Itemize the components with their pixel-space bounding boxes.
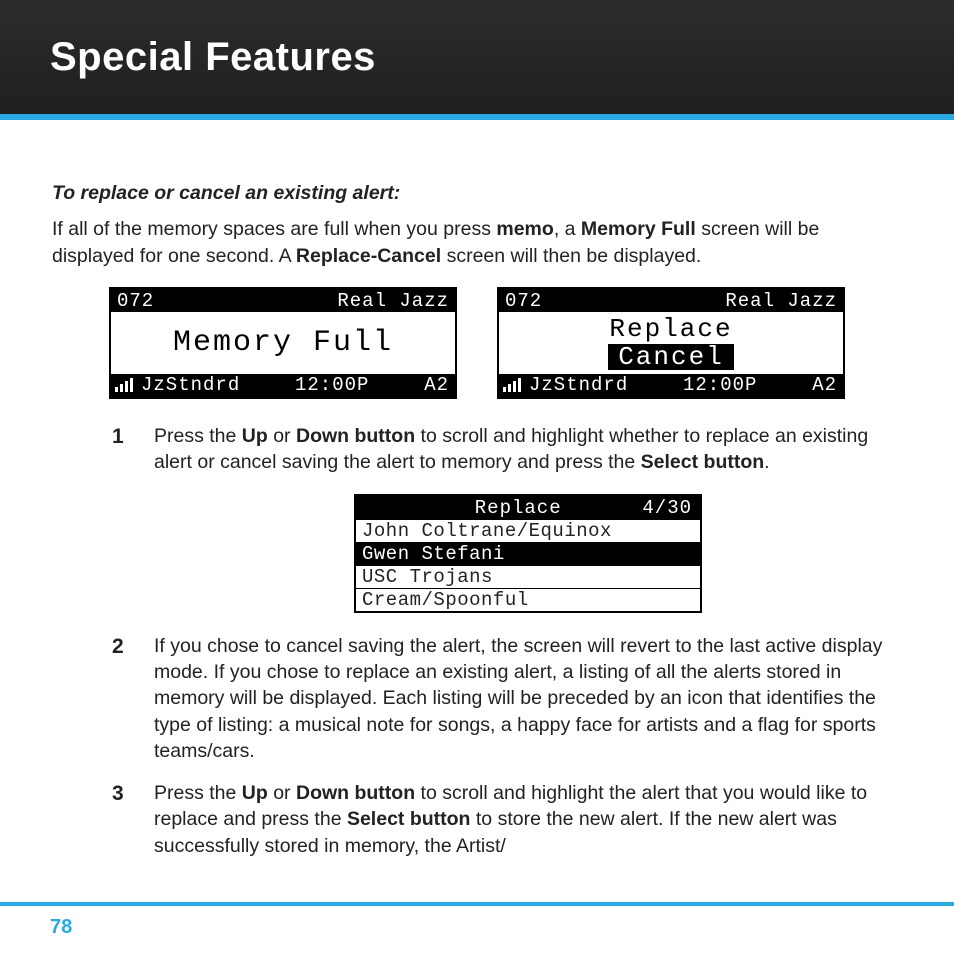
- lcd-bottom-bar: JzStndrd 12:00P A2: [499, 374, 843, 397]
- step-bold: Down button: [296, 782, 415, 804]
- header-band: Special Features: [0, 0, 954, 120]
- lcd-list-header: Replace 4/30: [356, 496, 700, 519]
- lcd-bottom-bar: JzStndrd 12:00P A2: [111, 374, 455, 397]
- step-number: 1: [112, 423, 124, 451]
- intro-bold-memory-full: Memory Full: [581, 218, 696, 240]
- intro-paragraph: If all of the memory spaces are full whe…: [52, 216, 902, 269]
- lcd-option-cancel-selected: Cancel: [608, 344, 734, 370]
- lcd-main-area: Replace Cancel: [499, 312, 843, 374]
- step-text: Press the: [154, 425, 242, 447]
- step-text: If you chose to cancel saving the alert,…: [154, 635, 882, 762]
- step-bold: Up: [242, 782, 268, 804]
- intro-text: , a: [554, 218, 581, 240]
- signal-bars-icon: [503, 378, 521, 392]
- intro-bold-replace-cancel: Replace-Cancel: [296, 245, 441, 267]
- content-area: To replace or cancel an existing alert: …: [0, 120, 954, 859]
- lcd-top-bar: 072 Real Jazz: [111, 289, 455, 312]
- lcd-top-bar: 072 Real Jazz: [499, 289, 843, 312]
- lcd-screens-row: 072 Real Jazz Memory Full JzStndrd 12:00…: [52, 287, 902, 399]
- lcd-list-title: Replace: [394, 497, 642, 519]
- lcd-screen-replace-cancel: 072 Real Jazz Replace Cancel JzStndrd 12…: [497, 287, 845, 399]
- lcd-main-area: Memory Full: [111, 312, 455, 374]
- step-text: Press the: [154, 782, 242, 804]
- step-text: .: [764, 451, 769, 473]
- lcd-list-item: Cream/Spoonful: [356, 588, 700, 611]
- lcd-channel-number: 072: [505, 290, 542, 312]
- intro-text: If all of the memory spaces are full whe…: [52, 218, 496, 240]
- steps-list: 1 Press the Up or Down button to scroll …: [52, 423, 902, 859]
- lcd-list-count: 4/30: [642, 497, 692, 519]
- lcd-list-item: USC Trojans: [356, 565, 700, 588]
- step-bold: Select button: [347, 808, 471, 830]
- lcd-option-replace: Replace: [499, 316, 843, 342]
- step-text: or: [268, 782, 296, 804]
- lcd-antenna-code: A2: [812, 374, 837, 396]
- lcd-antenna-code: A2: [424, 374, 449, 396]
- step-bold: Up: [242, 425, 268, 447]
- step-number: 3: [112, 780, 124, 808]
- lcd-channel-number: 072: [117, 290, 154, 312]
- lcd-clock: 12:00P: [246, 374, 418, 396]
- page-number: 78: [50, 916, 72, 938]
- lcd-screen-replace-list: Replace 4/30 John Coltrane/Equinox Gwen …: [354, 494, 702, 613]
- intro-bold-memo: memo: [496, 218, 553, 240]
- lcd-list-item: John Coltrane/Equinox: [356, 519, 700, 542]
- page-title: Special Features: [50, 35, 376, 80]
- section-subhead: To replace or cancel an existing alert:: [52, 180, 902, 206]
- lcd-preset-name: JzStndrd: [141, 374, 240, 396]
- lcd-preset-name: JzStndrd: [529, 374, 628, 396]
- footer-band: 78: [0, 902, 954, 939]
- step-bold: Down button: [296, 425, 415, 447]
- step-text: or: [268, 425, 296, 447]
- lcd-channel-name: Real Jazz: [337, 290, 449, 312]
- lcd-screen-memory-full: 072 Real Jazz Memory Full JzStndrd 12:00…: [109, 287, 457, 399]
- lcd-list-item-selected: Gwen Stefani: [356, 542, 700, 565]
- lcd-message: Memory Full: [111, 323, 455, 364]
- lcd-channel-name: Real Jazz: [725, 290, 837, 312]
- step-number: 2: [112, 633, 124, 661]
- intro-text: screen will then be displayed.: [441, 245, 701, 267]
- step-bold: Select button: [641, 451, 765, 473]
- step-3: 3 Press the Up or Down button to scroll …: [112, 780, 902, 859]
- signal-bars-icon: [115, 378, 133, 392]
- step-1: 1 Press the Up or Down button to scroll …: [112, 423, 902, 613]
- lcd-clock: 12:00P: [634, 374, 806, 396]
- step-2: 2 If you chose to cancel saving the aler…: [112, 633, 902, 765]
